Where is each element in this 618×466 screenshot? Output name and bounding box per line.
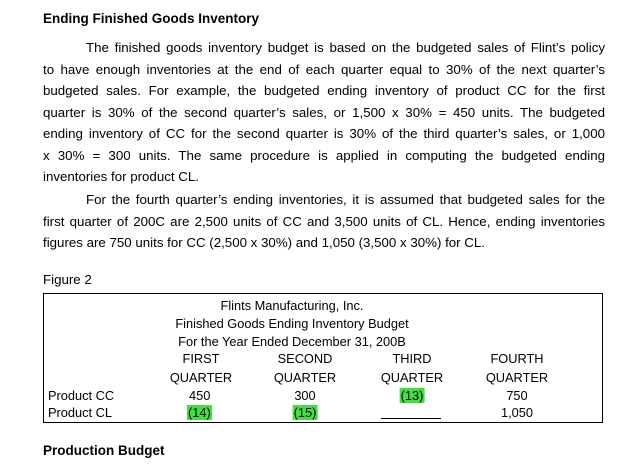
col-header-q3: THIRD — [392, 351, 432, 366]
paragraph-line: figures are 750 units for CC (2,500 x 30… — [43, 235, 485, 250]
table-title: Finished Goods Ending Inventory Budget — [175, 316, 409, 331]
cell-cc-q3-answer: (13) — [399, 388, 425, 403]
paragraph-line: first quarter of 200C are 2,500 units of… — [43, 213, 605, 229]
table-company: Flints Manufacturing, Inc. — [220, 298, 364, 313]
section-heading-production-budget: Production Budget — [43, 443, 165, 458]
cell-cc-q1: 450 — [189, 388, 211, 403]
cell-cl-q4: 1,050 — [500, 405, 534, 420]
cell-cl-q2-answer: (15) — [292, 405, 318, 420]
cell-cc-q4: 750 — [506, 388, 528, 403]
row-label-product-cc: Product CC — [48, 388, 115, 403]
section-heading-ending-inventory: Ending Finished Goods Inventory — [43, 11, 260, 26]
paragraph-line: to have enough inventories at the end of… — [43, 61, 605, 77]
col-subheader-q2: QUARTER — [273, 370, 337, 385]
col-header-q4: FOURTH — [490, 351, 544, 366]
paragraph-line: budgeted sales. For example, the budgete… — [43, 83, 605, 98]
inventory-budget-table: Flints Manufacturing, Inc. Finished Good… — [43, 293, 603, 423]
table-period: For the Year Ended December 31, 200B — [178, 334, 406, 349]
cell-cl-q1-answer: (14) — [187, 405, 212, 420]
answer-highlight: (15) — [292, 405, 318, 420]
figure-label: Figure 2 — [43, 272, 92, 287]
paragraph-fourth-quarter: For the fourth quarter’s ending inventor… — [43, 189, 605, 254]
paragraph-line: For the fourth quarter’s ending inventor… — [86, 192, 605, 207]
row-label-product-cl: Product CL — [48, 405, 113, 420]
paragraph-line: ending inventory of CC for the second qu… — [43, 126, 605, 141]
cell-cl-q3-blank — [381, 418, 441, 419]
paragraph-line: x 30% = 300 units. The same procedure is… — [43, 147, 605, 163]
paragraph-inventory-policy: The finished goods inventory budget is b… — [43, 37, 605, 188]
cell-cc-q2: 300 — [294, 388, 316, 403]
col-subheader-q4: QUARTER — [485, 370, 549, 385]
col-subheader-q1: QUARTER — [169, 370, 233, 385]
paragraph-line: The finished goods inventory budget is b… — [86, 40, 605, 55]
answer-highlight: (14) — [187, 405, 212, 420]
answer-highlight: (13) — [399, 388, 425, 403]
paragraph-line: inventories for product CL. — [43, 169, 199, 184]
col-header-q2: SECOND — [277, 351, 333, 366]
col-subheader-q3: QUARTER — [380, 370, 444, 385]
col-header-q1: FIRST — [182, 351, 220, 366]
paragraph-line: quarter is 30% of the second quarter’s s… — [43, 104, 605, 120]
